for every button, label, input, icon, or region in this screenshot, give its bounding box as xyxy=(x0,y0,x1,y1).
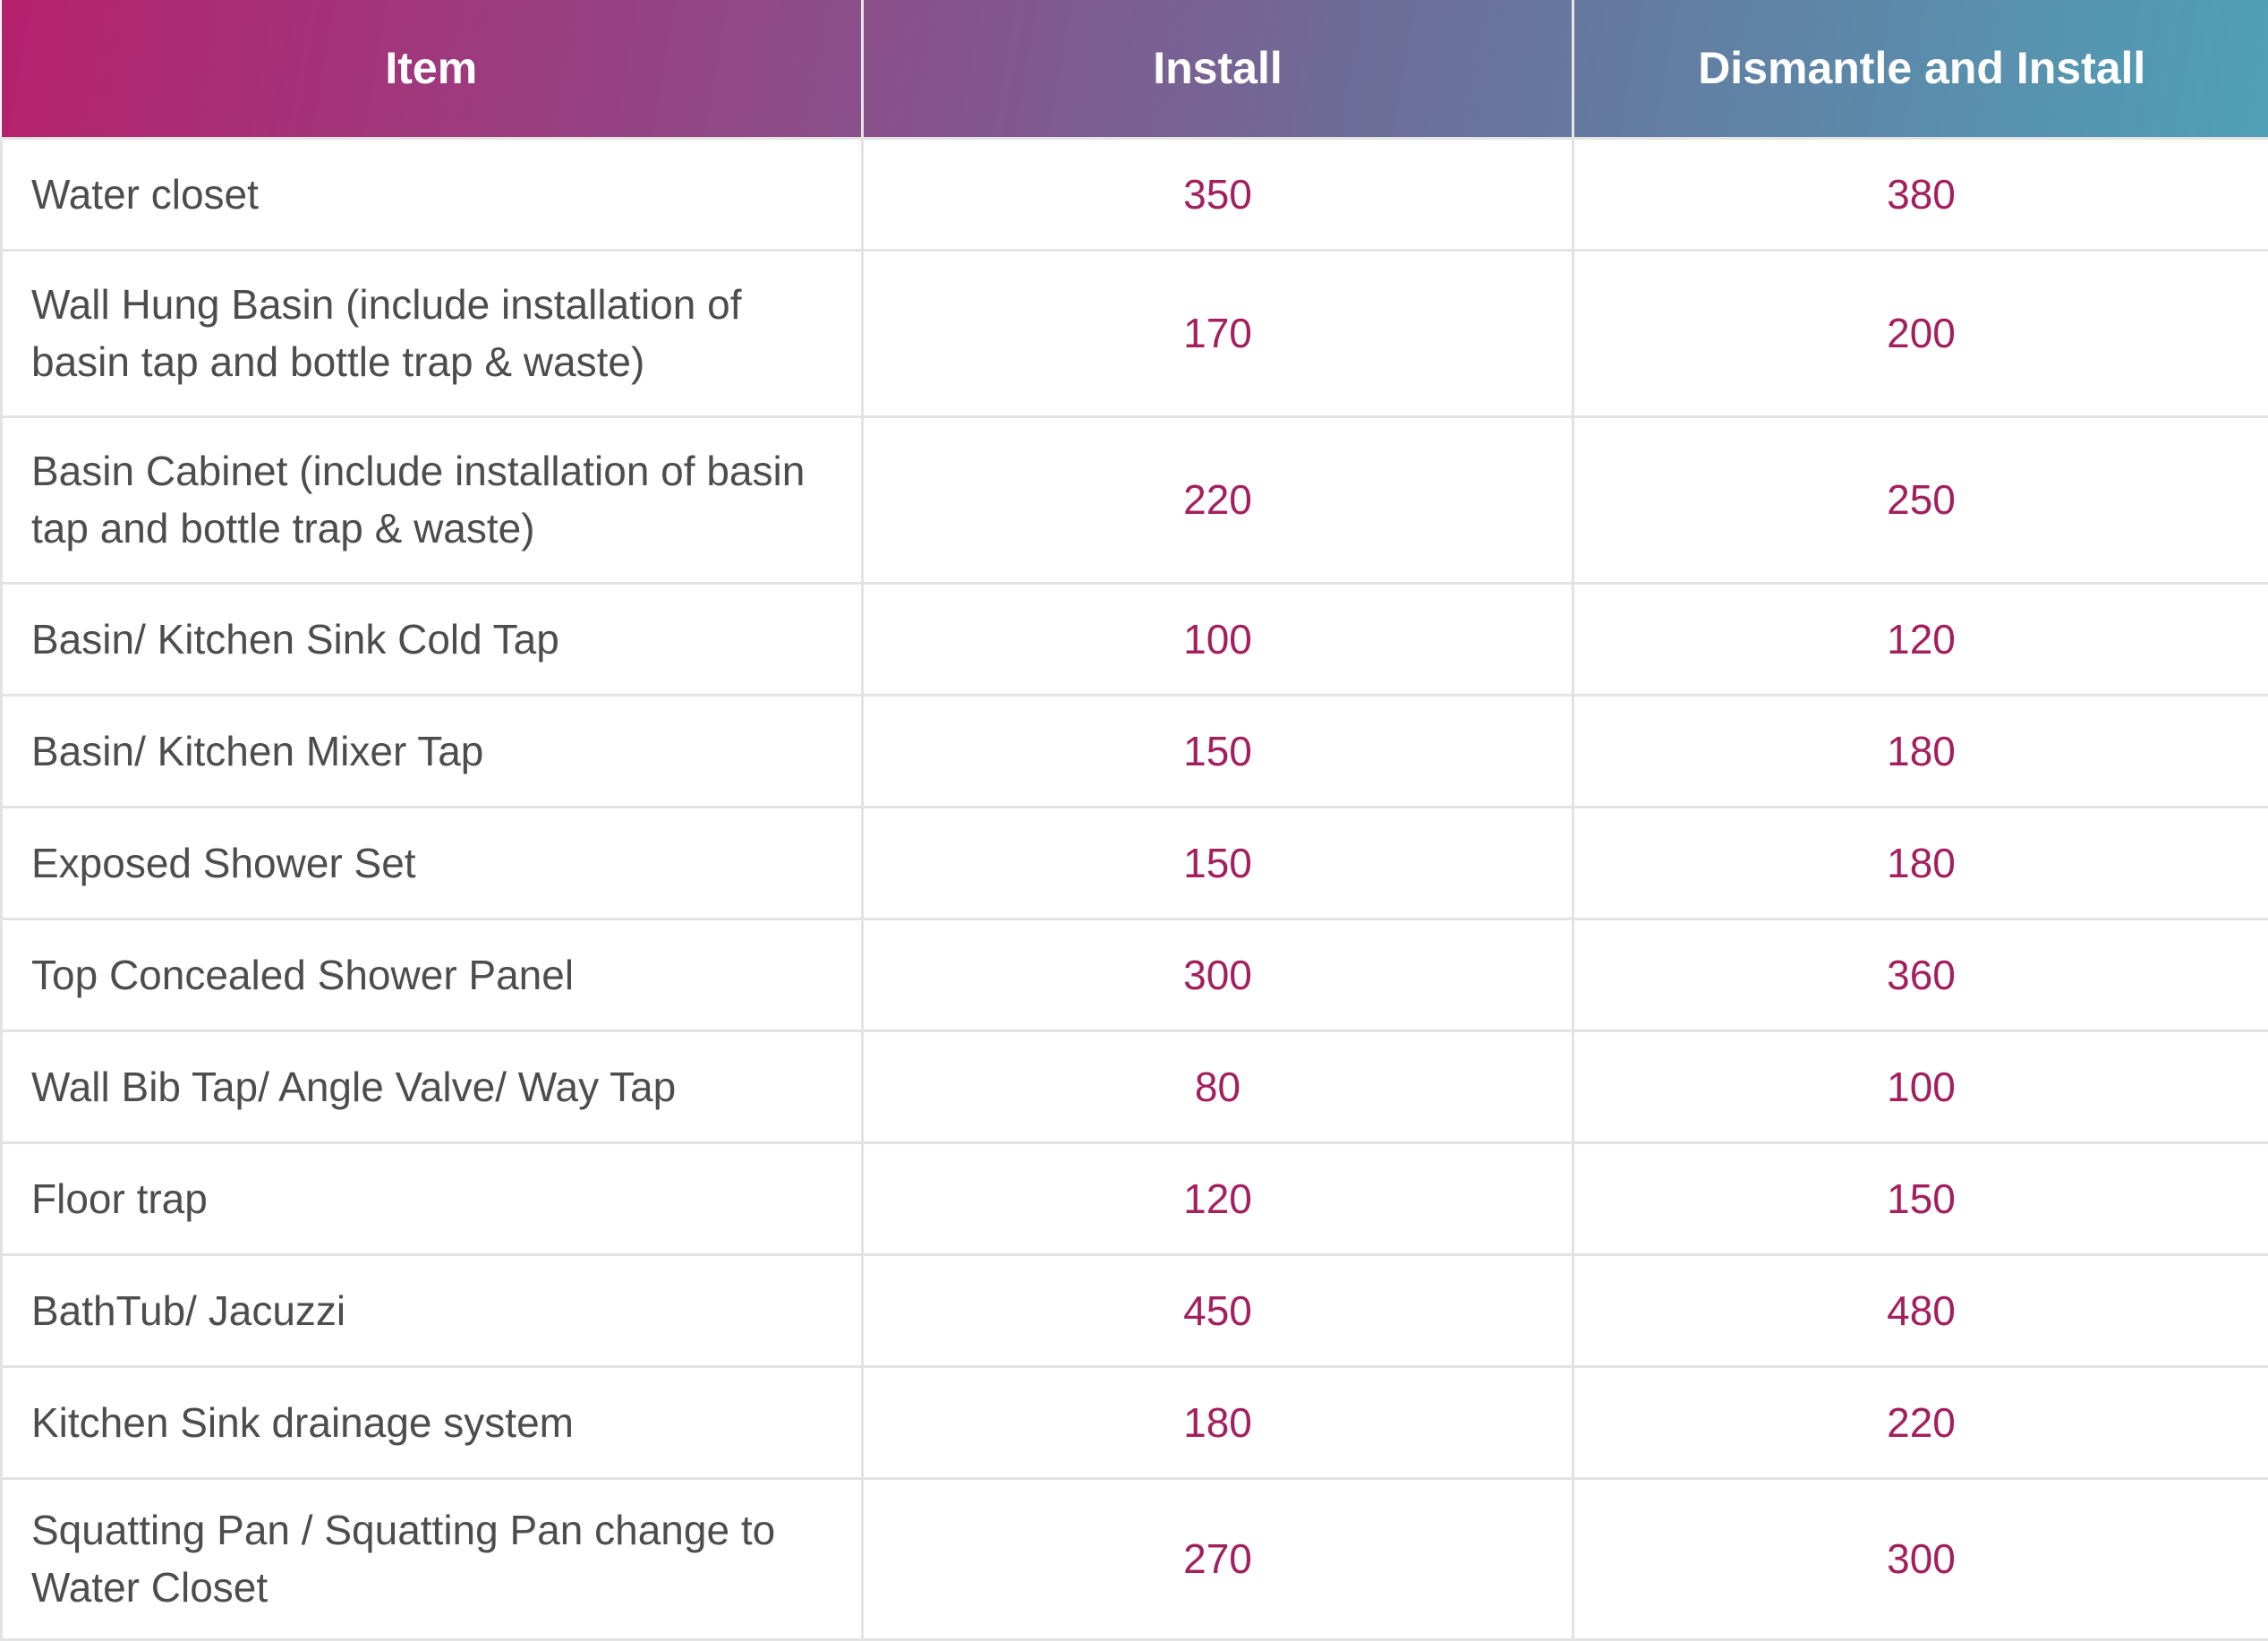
item-name: Basin/ Kitchen Mixer Tap xyxy=(2,695,863,807)
dismantle-install-price: 180 xyxy=(1573,807,2268,919)
install-price: 80 xyxy=(863,1030,1573,1142)
table-row: BathTub/ Jacuzzi 450 480 xyxy=(2,1254,2268,1366)
dismantle-install-price: 380 xyxy=(1573,138,2268,250)
table-row: Exposed Shower Set 150 180 xyxy=(2,807,2268,919)
install-price: 120 xyxy=(863,1142,1573,1254)
item-name: Squatting Pan / Squatting Pan change to … xyxy=(2,1478,863,1639)
table-row: Wall Bib Tap/ Angle Valve/ Way Tap 80 10… xyxy=(2,1030,2268,1142)
item-name: Basin Cabinet (include installation of b… xyxy=(2,416,863,583)
dismantle-install-price: 250 xyxy=(1573,416,2268,583)
table-row: Floor trap 120 150 xyxy=(2,1142,2268,1254)
install-price: 450 xyxy=(863,1254,1573,1366)
header-item: Item xyxy=(2,0,863,138)
install-price: 350 xyxy=(863,138,1573,250)
item-name: Wall Hung Basin (include installation of… xyxy=(2,250,863,416)
install-price: 220 xyxy=(863,416,1573,583)
item-name: Kitchen Sink drainage system xyxy=(2,1366,863,1478)
dismantle-install-price: 200 xyxy=(1573,250,2268,416)
item-name: Exposed Shower Set xyxy=(2,807,863,919)
item-name: Basin/ Kitchen Sink Cold Tap xyxy=(2,583,863,695)
dismantle-install-price: 360 xyxy=(1573,919,2268,1030)
table-header-row: Item Install Dismantle and Install xyxy=(2,0,2268,138)
item-name: Top Concealed Shower Panel xyxy=(2,919,863,1030)
install-price: 180 xyxy=(863,1366,1573,1478)
table-row: Basin/ Kitchen Mixer Tap 150 180 xyxy=(2,695,2268,807)
table-row: Basin/ Kitchen Sink Cold Tap 100 120 xyxy=(2,583,2268,695)
table-row: Wall Hung Basin (include installation of… xyxy=(2,250,2268,416)
item-name: Floor trap xyxy=(2,1142,863,1254)
table-row: Basin Cabinet (include installation of b… xyxy=(2,416,2268,583)
dismantle-install-price: 120 xyxy=(1573,583,2268,695)
header-install: Install xyxy=(863,0,1573,138)
table-row: Kitchen Sink drainage system 180 220 xyxy=(2,1366,2268,1478)
dismantle-install-price: 100 xyxy=(1573,1030,2268,1142)
table-row: Water closet 350 380 xyxy=(2,138,2268,250)
header-dismantle-install: Dismantle and Install xyxy=(1573,0,2268,138)
install-price: 300 xyxy=(863,919,1573,1030)
dismantle-install-price: 150 xyxy=(1573,1142,2268,1254)
item-name: Water closet xyxy=(2,138,863,250)
install-price: 270 xyxy=(863,1478,1573,1639)
table-row: Squatting Pan / Squatting Pan change to … xyxy=(2,1478,2268,1639)
dismantle-install-price: 180 xyxy=(1573,695,2268,807)
install-price: 150 xyxy=(863,807,1573,919)
item-name: BathTub/ Jacuzzi xyxy=(2,1254,863,1366)
dismantle-install-price: 300 xyxy=(1573,1478,2268,1639)
dismantle-install-price: 220 xyxy=(1573,1366,2268,1478)
install-price: 170 xyxy=(863,250,1573,416)
item-name: Wall Bib Tap/ Angle Valve/ Way Tap xyxy=(2,1030,863,1142)
install-price: 150 xyxy=(863,695,1573,807)
table-row: Top Concealed Shower Panel 300 360 xyxy=(2,919,2268,1030)
install-price: 100 xyxy=(863,583,1573,695)
dismantle-install-price: 480 xyxy=(1573,1254,2268,1366)
